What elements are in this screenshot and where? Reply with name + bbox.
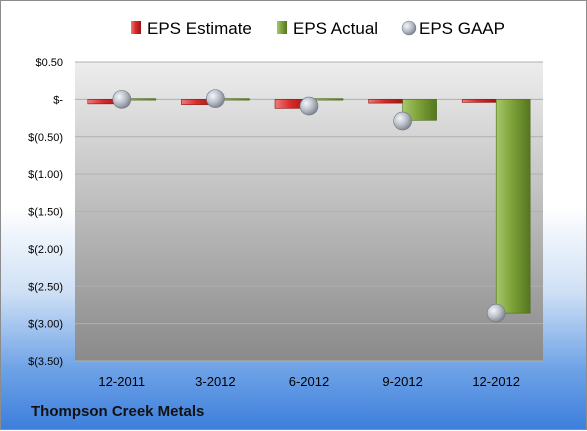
- legend-label: EPS Actual: [293, 19, 378, 38]
- y-tick-label: $(2.50): [28, 281, 63, 293]
- estimate-bar: [461, 99, 497, 103]
- actual-bar: [402, 99, 437, 121]
- y-axis: $0.50 $- $(0.50) $(1.00) $(1.50) $(2.00) $(2.5…: [28, 57, 63, 368]
- x-axis: 12-2011 3-2012 6-2012 9-2012 12-2012: [98, 374, 520, 389]
- y-tick-label: $0.50: [35, 57, 63, 69]
- x-tick-label: 12-2011: [98, 374, 145, 389]
- legend: EPS Estimate EPS Actual EPS GAAP: [131, 19, 505, 38]
- y-tick-label: $(3.50): [28, 356, 63, 368]
- y-tick-label: $-: [53, 94, 63, 106]
- legend-label: EPS Estimate: [147, 19, 252, 38]
- x-tick-label: 6-2012: [289, 374, 329, 389]
- estimate-legend-marker: [131, 21, 141, 34]
- gaap-point: [393, 111, 412, 131]
- estimate-bar: [368, 99, 403, 104]
- gaap-point: [299, 96, 319, 116]
- company-name: Thompson Creek Metals: [31, 403, 205, 420]
- x-tick-label: 3-2012: [195, 374, 235, 389]
- y-tick-label: $(3.00): [28, 319, 63, 331]
- actual-legend-marker: [277, 21, 287, 34]
- y-tick-label: $(1.50): [28, 207, 63, 219]
- gaap-legend-marker: [401, 20, 417, 36]
- gaap-point: [486, 303, 506, 323]
- bars: [87, 98, 531, 314]
- legend-label: EPS GAAP: [419, 19, 505, 38]
- y-tick-label: $(1.00): [28, 169, 63, 181]
- x-tick-label: 12-2012: [472, 374, 520, 389]
- gaap-point: [206, 89, 225, 108]
- y-tick-label: $(0.50): [28, 132, 63, 144]
- x-tick-label: 9-2012: [382, 374, 422, 389]
- gaap-points: [112, 89, 506, 323]
- gaap-point: [112, 90, 132, 109]
- y-tick-label: $(2.00): [28, 244, 63, 256]
- actual-bar: [495, 99, 531, 314]
